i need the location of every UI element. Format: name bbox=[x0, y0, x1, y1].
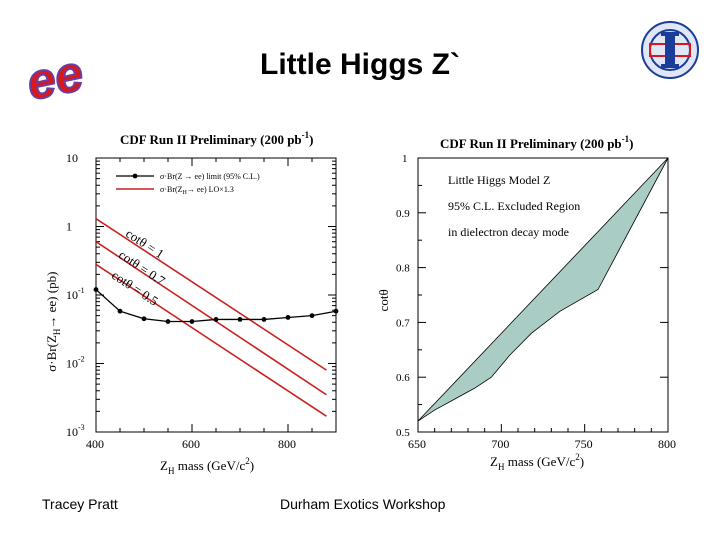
limit-point bbox=[285, 315, 291, 320]
chart-right: CDF Run II Preliminary (200 pb-1) 1 0.9 0.… bbox=[376, 134, 676, 472]
ee-logo-text: ee bbox=[22, 45, 88, 106]
excluded-region bbox=[417, 157, 669, 423]
x-axis-label: ZH mass (GeV/c2) bbox=[490, 452, 584, 472]
y-tick-label: 1 bbox=[66, 220, 72, 234]
y-tick-label: 0.5 bbox=[396, 427, 410, 439]
y-axis-label: σ·Br(ZH→ ee) (pb) bbox=[44, 272, 62, 372]
plot-frame bbox=[95, 157, 337, 433]
x-tick-label: 750 bbox=[575, 437, 593, 451]
y-tick-label: 1 bbox=[402, 153, 408, 165]
y-tick-label: 10-1 bbox=[66, 286, 85, 302]
cdf-logo-icon bbox=[641, 21, 699, 79]
legend-marker-limit bbox=[132, 173, 138, 179]
chart-left-title: CDF Run II Preliminary (200 pb-1) bbox=[120, 130, 314, 147]
x-tick-label: 800 bbox=[658, 437, 676, 451]
footer-presenter: Tracey Pratt bbox=[42, 496, 118, 512]
y-tick-label: 0.7 bbox=[396, 317, 410, 329]
region-annotation: in dielectron decay mode bbox=[448, 225, 569, 239]
slide-title: Little Higgs Z` bbox=[260, 48, 460, 81]
limit-point bbox=[93, 287, 99, 292]
x-axis-label: ZH mass (GeV/c2) bbox=[160, 456, 254, 476]
ee-logo: ee bbox=[21, 44, 89, 106]
chart-left: CDF Run II Preliminary (200 pb-1) 10 1 10-… bbox=[44, 130, 339, 476]
y-tick-label: 0.8 bbox=[396, 263, 410, 275]
x-tick-label: 800 bbox=[278, 437, 296, 451]
limit-point bbox=[333, 308, 339, 314]
limit-point bbox=[189, 319, 195, 324]
x-tick-label: 650 bbox=[408, 437, 426, 451]
legend-label-limit: σ·Br(Z → ee) limit (95% C.L.) bbox=[160, 172, 260, 181]
limit-point bbox=[237, 317, 243, 322]
theory-line bbox=[96, 241, 327, 396]
y-tick-label: 10-3 bbox=[66, 423, 85, 439]
region-annotation: Little Higgs Model Z bbox=[448, 173, 550, 187]
y-tick-label: 10-2 bbox=[66, 355, 85, 371]
chart-right-title: CDF Run II Preliminary (200 pb-1) bbox=[440, 134, 634, 151]
legend-label-theory: σ·Br(ZH→ ee) LO×1.3 bbox=[160, 185, 234, 196]
limit-point bbox=[141, 316, 147, 322]
limit-point bbox=[261, 317, 267, 322]
y-tick-label: 0.9 bbox=[396, 208, 410, 220]
footer-workshop: Durham Exotics Workshop bbox=[280, 496, 446, 512]
x-tick-label: 700 bbox=[491, 437, 509, 451]
theory-line bbox=[96, 263, 327, 417]
x-tick-label: 600 bbox=[182, 437, 200, 451]
y-tick-label: 10 bbox=[66, 151, 78, 165]
x-tick-label: 400 bbox=[86, 437, 104, 451]
y-axis-label: cotθ bbox=[376, 289, 391, 311]
y-tick-label: 0.6 bbox=[396, 372, 410, 384]
theory-line bbox=[96, 218, 327, 371]
limit-point bbox=[309, 313, 315, 319]
region-annotation: 95% C.L. Excluded Region bbox=[448, 199, 580, 213]
limit-point bbox=[213, 317, 219, 322]
limit-point bbox=[165, 319, 171, 324]
limit-point bbox=[117, 308, 123, 314]
